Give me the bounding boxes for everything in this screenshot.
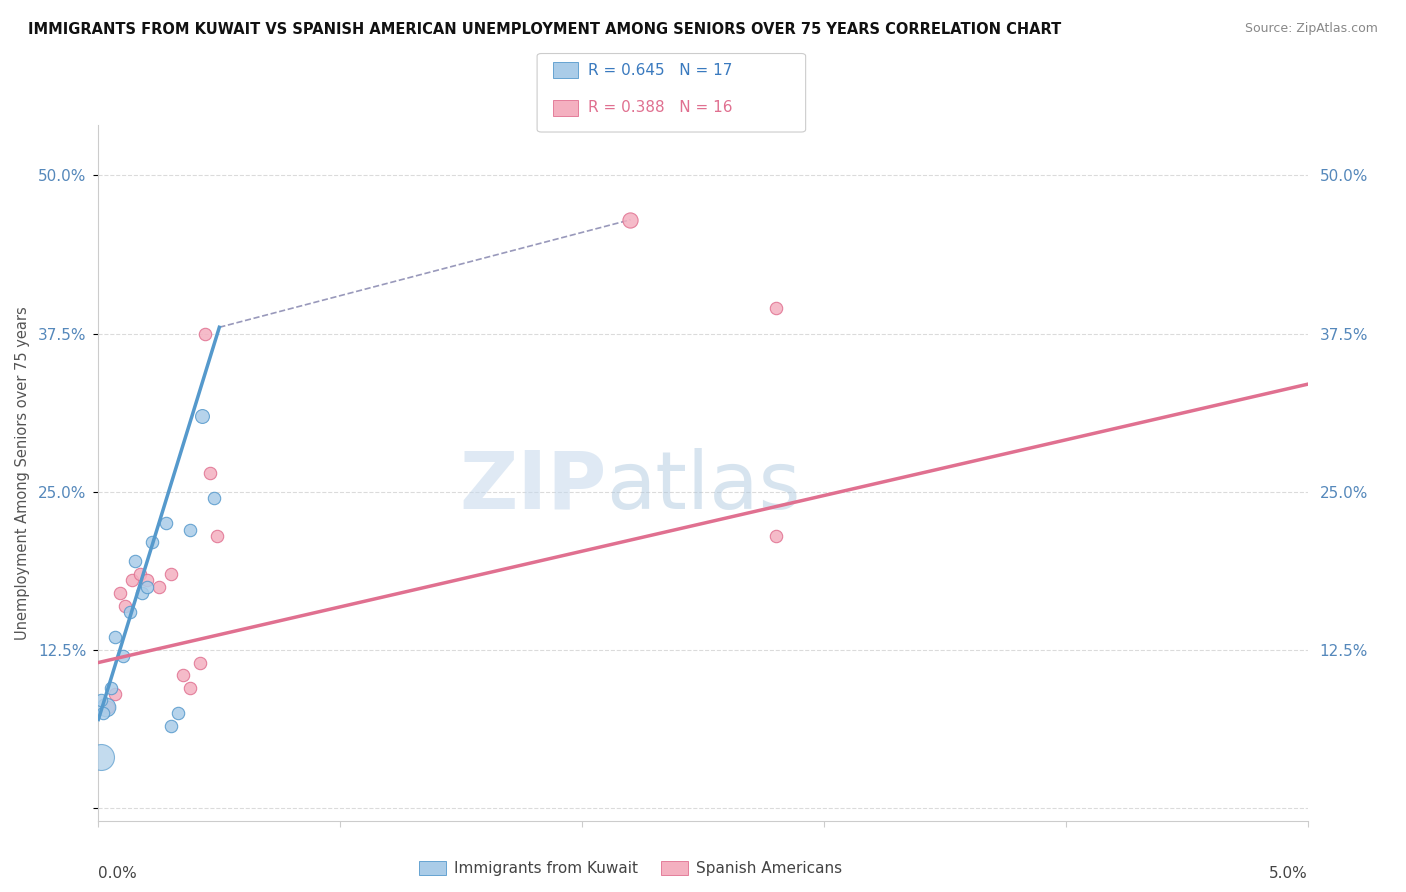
Point — [194, 326, 217, 341]
Point — [100, 681, 122, 695]
Point — [765, 301, 787, 316]
Point — [155, 516, 177, 531]
Point — [91, 706, 114, 720]
Point — [160, 566, 183, 581]
Point — [205, 529, 228, 543]
Point — [108, 586, 131, 600]
Point — [135, 580, 157, 594]
Text: 0.0%: 0.0% — [98, 866, 138, 881]
Point — [114, 599, 136, 613]
Point — [94, 699, 117, 714]
Point — [172, 668, 194, 682]
Text: ZIP: ZIP — [458, 448, 606, 525]
Point — [188, 656, 211, 670]
Point — [97, 699, 120, 714]
Point — [135, 574, 157, 588]
Point — [619, 212, 641, 227]
Point — [124, 554, 146, 568]
Point — [118, 605, 141, 619]
Point — [179, 523, 201, 537]
Text: R = 0.645   N = 17: R = 0.645 N = 17 — [588, 63, 733, 78]
Text: atlas: atlas — [606, 448, 800, 525]
Text: Source: ZipAtlas.com: Source: ZipAtlas.com — [1244, 22, 1378, 36]
Point — [90, 693, 112, 707]
Point — [121, 574, 143, 588]
Point — [128, 566, 150, 581]
Point — [204, 491, 226, 505]
Y-axis label: Unemployment Among Seniors over 75 years: Unemployment Among Seniors over 75 years — [15, 306, 30, 640]
Text: IMMIGRANTS FROM KUWAIT VS SPANISH AMERICAN UNEMPLOYMENT AMONG SENIORS OVER 75 YE: IMMIGRANTS FROM KUWAIT VS SPANISH AMERIC… — [28, 22, 1062, 37]
Point — [90, 750, 112, 764]
Text: 5.0%: 5.0% — [1268, 866, 1308, 881]
Text: R = 0.388   N = 16: R = 0.388 N = 16 — [588, 101, 733, 115]
Point — [148, 580, 170, 594]
Point — [141, 535, 163, 549]
Point — [104, 630, 127, 644]
Point — [198, 466, 221, 480]
Point — [104, 687, 127, 701]
Point — [765, 529, 787, 543]
Point — [167, 706, 190, 720]
Point — [131, 586, 153, 600]
Legend: Immigrants from Kuwait, Spanish Americans: Immigrants from Kuwait, Spanish American… — [413, 855, 848, 882]
Point — [179, 681, 201, 695]
Point — [160, 719, 183, 733]
Point — [191, 409, 214, 423]
Point — [111, 649, 134, 664]
